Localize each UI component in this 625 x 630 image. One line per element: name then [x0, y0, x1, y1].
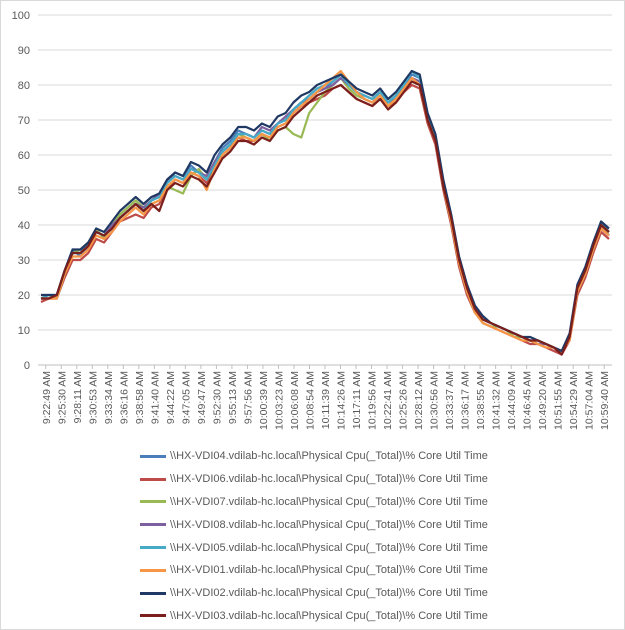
- y-tick-label: 40: [18, 220, 30, 232]
- y-tick-label: 50: [18, 185, 30, 197]
- y-tick-label: 20: [18, 290, 30, 302]
- legend-label: \\HX-VDI03.vdilab-hc.local\Physical Cpu(…: [170, 609, 488, 622]
- x-tick-label: 10:41:32 AM: [491, 371, 503, 430]
- legend-swatch: [140, 500, 166, 504]
- x-tick-label: 10:22:41 AM: [382, 371, 394, 430]
- x-tick-label: 9:52:30 AM: [211, 371, 223, 424]
- legend-item: \\HX-VDI03.vdilab-hc.local\Physical Cpu(…: [140, 605, 620, 628]
- y-tick-label: 80: [18, 80, 30, 92]
- legend-swatch: [140, 568, 166, 572]
- legend-item: \\HX-VDI01.vdilab-hc.local\Physical Cpu(…: [140, 559, 620, 582]
- x-tick-label: 10:38:55 AM: [475, 371, 487, 430]
- legend-label: \\HX-VDI02.vdilab-hc.local\Physical Cpu(…: [170, 587, 488, 600]
- x-tick-label: 9:55:13 AM: [227, 371, 239, 424]
- legend-label: \\HX-VDI07.vdilab-hc.local\Physical Cpu(…: [170, 495, 488, 508]
- legend-swatch: [140, 591, 166, 595]
- legend-item: \\HX-VDI02.vdilab-hc.local\Physical Cpu(…: [140, 582, 620, 605]
- y-tick-label: 60: [18, 150, 30, 162]
- legend-label: \\HX-VDI01.vdilab-hc.local\Physical Cpu(…: [170, 564, 488, 577]
- x-tick-label: 10:06:08 AM: [289, 371, 301, 430]
- legend-item: \\HX-VDI05.vdilab-hc.local\Physical Cpu(…: [140, 536, 620, 559]
- y-tick-label: 90: [18, 45, 30, 57]
- legend-item: \\HX-VDI04.vdilab-hc.local\Physical Cpu(…: [140, 445, 620, 468]
- x-tick-label: 9:36:16 AM: [118, 371, 130, 424]
- x-tick-label: 9:49:47 AM: [196, 371, 208, 424]
- x-tick-label: 10:17:11 AM: [351, 371, 363, 429]
- x-tick-label: 10:33:37 AM: [444, 371, 456, 430]
- y-tick-label: 70: [18, 115, 30, 127]
- x-tick-label: 9:44:22 AM: [165, 371, 177, 424]
- x-tick-label: 9:57:56 AM: [242, 371, 254, 424]
- x-tick-label: 10:19:56 AM: [367, 371, 379, 430]
- x-tick-label: 10:44:09 AM: [506, 371, 518, 430]
- x-tick-label: 10:51:55 AM: [553, 371, 565, 430]
- x-tick-label: 10:08:54 AM: [305, 371, 317, 430]
- y-axis: 0 10 20 30 40 50 60 70 80 90 100: [12, 10, 30, 372]
- x-tick-label: 9:47:05 AM: [180, 371, 192, 424]
- series-lines: [40, 69, 610, 356]
- legend-label: \\HX-VDI05.vdilab-hc.local\Physical Cpu(…: [170, 541, 488, 554]
- legend-item: \\HX-VDI08.vdilab-hc.local\Physical Cpu(…: [140, 513, 620, 536]
- legend-swatch: [140, 523, 166, 527]
- x-tick-label: 10:03:23 AM: [274, 371, 286, 430]
- x-tick-label: 10:54:29 AM: [568, 371, 580, 430]
- series-line: [41, 69, 610, 353]
- x-tick-label: 10:36:17 AM: [460, 371, 472, 430]
- x-tick-label: 10:14:26 AM: [336, 371, 348, 430]
- y-tick-label: 30: [18, 255, 30, 267]
- legend-swatch: [140, 546, 166, 550]
- x-tick-label: 10:30:56 AM: [429, 371, 441, 430]
- x-tick-label: 10:57:04 AM: [584, 371, 596, 430]
- legend-swatch: [140, 454, 166, 458]
- x-tick-label: 10:00:39 AM: [258, 371, 270, 430]
- legend-label: \\HX-VDI08.vdilab-hc.local\Physical Cpu(…: [170, 518, 488, 531]
- y-tick-label: 0: [24, 360, 30, 372]
- x-tick-label: 9:22:49 AM: [41, 371, 53, 424]
- x-tick-label: 10:59:40 AM: [599, 371, 611, 430]
- legend-swatch: [140, 477, 166, 481]
- x-tick-label: 10:46:45 AM: [522, 371, 534, 430]
- gridlines: [38, 14, 612, 366]
- series-line: [40, 83, 610, 356]
- y-tick-label: 100: [12, 10, 30, 22]
- x-tick-label: 10:11:39 AM: [320, 371, 332, 429]
- x-tick-label: 10:25:26 AM: [398, 371, 410, 430]
- series-line: [41, 80, 610, 356]
- legend-label: \\HX-VDI06.vdilab-hc.local\Physical Cpu(…: [170, 473, 488, 486]
- x-tick-label: 9:30:53 AM: [87, 371, 99, 424]
- y-tick-label: 10: [18, 325, 30, 337]
- legend-item: \\HX-VDI07.vdilab-hc.local\Physical Cpu(…: [140, 491, 620, 514]
- x-tick-label: 9:38:58 AM: [134, 371, 146, 424]
- x-tick-label: 9:28:11 AM: [72, 371, 84, 423]
- legend-item: \\HX-VDI06.vdilab-hc.local\Physical Cpu(…: [140, 468, 620, 491]
- x-tick-label: 9:25:30 AM: [56, 371, 68, 424]
- x-axis: 9:22:49 AM 9:25:30 AM 9:28:11 AM 9:30:53 AM…: [41, 365, 611, 430]
- x-tick-label: 10:28:12 AM: [413, 371, 425, 430]
- x-tick-label: 10:49:20 AM: [537, 371, 549, 430]
- x-tick-label: 9:41:40 AM: [149, 371, 161, 424]
- legend: \\HX-VDI04.vdilab-hc.local\Physical Cpu(…: [140, 445, 620, 627]
- x-tick-label: 9:33:34 AM: [103, 371, 115, 424]
- legend-label: \\HX-VDI04.vdilab-hc.local\Physical Cpu(…: [170, 450, 488, 463]
- legend-swatch: [140, 614, 166, 618]
